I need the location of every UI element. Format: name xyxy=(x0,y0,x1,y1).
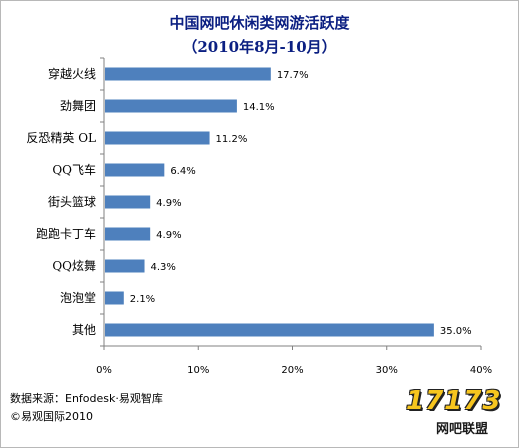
value-label: 6.4% xyxy=(170,166,195,177)
category-label: QQ炫舞 xyxy=(52,258,96,273)
data-source: 数据来源：Enfodesk·易观智库 xyxy=(10,392,163,405)
value-label: 35.0% xyxy=(440,326,472,337)
bar xyxy=(105,67,271,81)
bar xyxy=(105,323,434,337)
category-label: 街头篮球 xyxy=(48,194,96,209)
bar xyxy=(105,195,151,209)
category-label: 其他 xyxy=(72,323,96,337)
value-label: 14.1% xyxy=(243,102,275,113)
copyright: ©易观国际2010 xyxy=(10,410,93,423)
category-label: 劲舞团 xyxy=(60,99,96,113)
bar xyxy=(105,163,165,177)
chart-subtitle: （2010年8月-10月） xyxy=(182,38,337,56)
bar xyxy=(105,259,145,273)
category-label: 泡泡堂 xyxy=(60,291,96,305)
x-tick-label: 30% xyxy=(376,365,398,376)
x-tick-label: 10% xyxy=(187,365,209,376)
category-label: 穿越火线 xyxy=(48,66,96,81)
logo-17173: 17173 网吧联盟 xyxy=(404,386,512,438)
x-tick-label: 40% xyxy=(470,365,492,376)
chart-title: 中国网吧休闲类网游活跃度 xyxy=(169,14,350,32)
value-label: 11.2% xyxy=(216,134,248,145)
value-label: 4.3% xyxy=(151,262,176,273)
category-label: 跑跑卡丁车 xyxy=(36,226,96,241)
bar xyxy=(105,131,210,145)
value-label: 4.9% xyxy=(156,230,181,241)
bar xyxy=(105,227,151,241)
category-label: QQ飞车 xyxy=(52,162,96,177)
value-label: 17.7% xyxy=(277,70,309,81)
x-tick-label: 20% xyxy=(281,365,303,376)
value-label: 2.1% xyxy=(130,294,155,305)
logo-text: 网吧联盟 xyxy=(436,422,489,437)
category-label: 反恐精英 OL xyxy=(26,131,96,145)
bar xyxy=(105,291,124,305)
logo-digits: 17173 xyxy=(406,386,502,416)
bar xyxy=(105,99,237,113)
value-label: 4.9% xyxy=(156,198,181,209)
x-tick-label: 0% xyxy=(96,365,112,376)
